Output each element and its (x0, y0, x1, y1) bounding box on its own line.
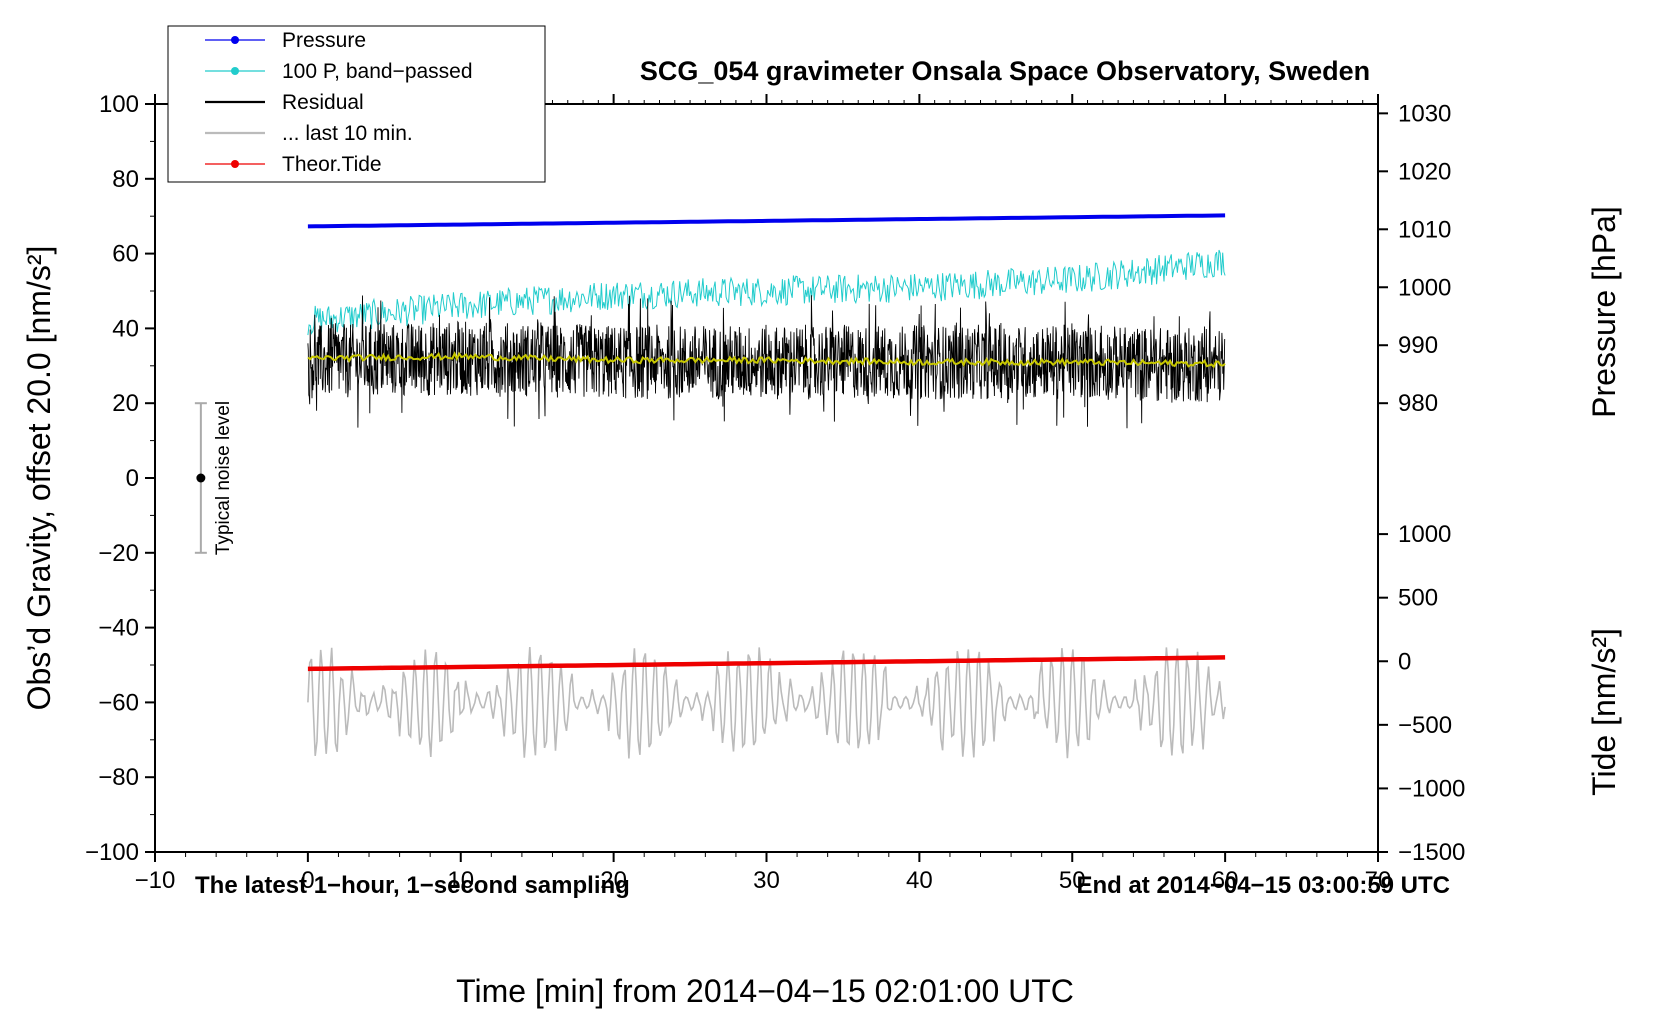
y-tick-label: −40 (98, 615, 139, 642)
chart-title: SCG_054 gravimeter Onsala Space Observat… (640, 56, 1370, 86)
tide-tick-label: −1500 (1398, 839, 1465, 866)
x-tick-label: 70 (1365, 867, 1392, 894)
x-tick-label: −10 (135, 867, 176, 894)
annotation-end-time: End at 2014−04−15 03:00:59 UTC (1076, 872, 1450, 899)
x-tick-label: 0 (301, 867, 314, 894)
series-last-10-min (307, 646, 1226, 759)
legend-label: ... last 10 min. (282, 122, 413, 145)
y-tick-label: −20 (98, 540, 139, 567)
y-tick-label: 0 (126, 465, 139, 492)
tide-tick-label: −500 (1398, 712, 1452, 739)
legend-marker (231, 36, 239, 44)
y-tick-label: 100 (99, 91, 139, 118)
pressure-tick-label: 980 (1398, 390, 1438, 417)
series-theor-tide (307, 655, 1226, 672)
legend: Pressure 100 P, band−passed Residual ... la… (167, 25, 546, 183)
y-tick-label: −60 (98, 689, 139, 716)
legend-items: Pressure 100 P, band−passed Residual ... la… (205, 29, 473, 176)
noise-level-indicator (194, 402, 207, 554)
x-tick-label: 40 (906, 867, 933, 894)
pressure-tick-label: 990 (1398, 332, 1438, 359)
pressure-tick-label: 1000 (1398, 274, 1451, 301)
legend-label: Theor.Tide (282, 153, 382, 176)
noise-level-label: Typical noise level (213, 401, 234, 555)
x-tick-label: 30 (753, 867, 780, 894)
tide-tick-label: 0 (1398, 648, 1411, 675)
series-residual-smoothed (307, 351, 1226, 369)
x-tick-label: 10 (447, 867, 474, 894)
series-layer (307, 213, 1226, 759)
y-tick-label: −80 (98, 764, 139, 791)
series-pressure (307, 213, 1226, 229)
pressure-tick-label: 1030 (1398, 100, 1451, 127)
y-axis-label-pressure: Pressure [hPa] (1586, 206, 1622, 418)
y-tick-label: 20 (112, 390, 139, 417)
pressure-tick-label: 1020 (1398, 158, 1451, 185)
pressure-tick-label: 1010 (1398, 216, 1451, 243)
y-tick-label: 80 (112, 166, 139, 193)
legend-marker (231, 67, 239, 75)
y-tick-label: 60 (112, 241, 139, 268)
annotation-sampling: The latest 1−hour, 1−second sampling (195, 872, 630, 899)
tide-tick-label: 500 (1398, 585, 1438, 612)
tide-tick-label: 1000 (1398, 521, 1451, 548)
x-axis-label: Time [min] from 2014−04−15 02:01:00 UTC (456, 973, 1074, 1009)
x-tick-label: 60 (1212, 867, 1239, 894)
axis-ticks: −10 0 10 20 30 40 50 60 70−100−80−60−40−20020406… (85, 91, 1465, 894)
x-tick-label: 50 (1059, 867, 1086, 894)
y-tick-label: −100 (85, 839, 139, 866)
y-tick-label: 40 (112, 315, 139, 342)
legend-label: Pressure (282, 29, 366, 52)
x-tick-label: 20 (600, 867, 627, 894)
tide-tick-label: −1000 (1398, 775, 1465, 802)
y-axis-label-tide: Tide [nm/s²] (1586, 628, 1622, 796)
series-band-passed (307, 249, 1226, 336)
legend-box (167, 25, 546, 183)
y-axis-label-left: Obs’d Gravity, offset 20.0 [nm/s²] (21, 246, 57, 711)
legend-marker (231, 160, 239, 168)
legend-label: Residual (282, 91, 364, 114)
noise-dot (196, 473, 206, 483)
legend-label: 100 P, band−passed (282, 60, 473, 83)
